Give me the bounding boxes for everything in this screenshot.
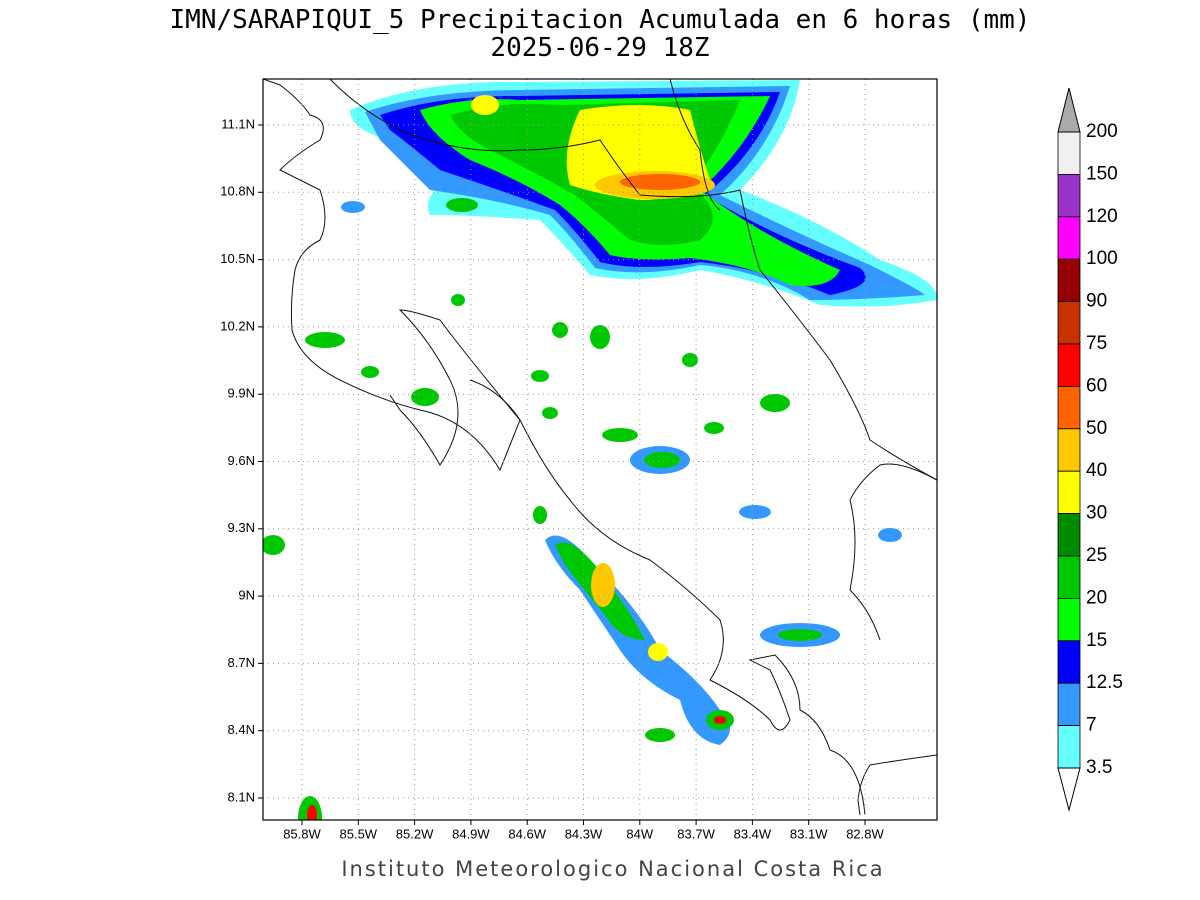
lat-label: 11.1N [221, 116, 255, 131]
lon-label: 84W [626, 826, 653, 841]
lon-label: 83.4W [734, 826, 772, 841]
lon-label: 83.7W [677, 826, 715, 841]
colorbar-label: 60 [1086, 375, 1107, 396]
colorbar-label: 7 [1086, 715, 1097, 736]
lat-label: 10.2N [220, 318, 255, 333]
lat-label: 9.3N [228, 520, 255, 535]
subtitle: 2025-06-29 18Z [490, 33, 709, 63]
colorbar-label: 15 [1086, 630, 1107, 651]
colorbar-label: 50 [1086, 418, 1107, 439]
footer: Instituto Meteorologico Nacional Costa R… [341, 857, 884, 881]
graticule: 11.1N 10.8N 10.5N 10.2N 9.9N 9.6N 9.3N 9N 8.7N 8.… [220, 79, 937, 841]
color-swatch [1057, 725, 1081, 769]
colorbar-label: 25 [1086, 545, 1107, 566]
colorbar-label: 30 [1086, 503, 1107, 524]
colorbar-label: 75 [1086, 333, 1107, 354]
color-swatch [1057, 428, 1081, 472]
coastlines [263, 79, 937, 816]
color-swatch [1057, 555, 1081, 599]
color-swatch [1057, 343, 1081, 387]
lat-label: 9.9N [228, 386, 255, 401]
lat-label: 10.5N [220, 251, 255, 266]
color-swatch [1057, 682, 1081, 727]
lon-label: 85.8W [283, 826, 321, 841]
title: IMN/SARAPIQUI_5 Precipitacion Acumulada … [170, 5, 1031, 35]
color-swatch [1057, 258, 1081, 303]
colorbar-label: 40 [1086, 460, 1107, 481]
color-swatch [1057, 470, 1081, 515]
color-swatch [1057, 301, 1081, 345]
lat-label: 8.4N [228, 722, 255, 737]
color-swatch [1057, 131, 1081, 175]
precipitation-field [263, 79, 937, 820]
lon-label: 84.3W [565, 826, 603, 841]
lon-label: 83.1W [790, 826, 828, 841]
lon-label: 85.5W [340, 826, 378, 841]
color-swatch [1057, 385, 1081, 430]
lon-label: 82.8W [846, 826, 884, 841]
lat-label: 10.8N [220, 184, 255, 199]
colorbar-label: 90 [1086, 291, 1107, 312]
lat-label: 8.7N [228, 655, 255, 670]
lat-label: 9.6N [228, 453, 255, 468]
lon-label: 85.2W [396, 826, 434, 841]
colorbar: 200 150 120 100 90 75 60 50 40 30 25 20 15 12.5 7 3.5 [1057, 87, 1123, 812]
color-swatch [1057, 598, 1081, 642]
lat-label: 9N [238, 588, 255, 603]
colorbar-label: 20 [1086, 587, 1107, 608]
under-triangle [1057, 767, 1081, 812]
colorbar-label: 120 [1086, 206, 1118, 227]
map-frame [262, 78, 938, 821]
lon-label: 84.6W [508, 826, 546, 841]
colorbar-label: 200 [1086, 121, 1118, 142]
colorbar-label: 12.5 [1086, 672, 1123, 693]
color-swatch [1057, 640, 1081, 684]
lon-label: 84.9W [452, 826, 490, 841]
lat-label: 8.1N [228, 789, 255, 804]
colorbar-label: 3.5 [1086, 757, 1112, 778]
color-swatch [1057, 216, 1081, 260]
colorbar-label: 150 [1086, 163, 1118, 184]
rain-cells [263, 80, 937, 820]
over-triangle [1057, 87, 1081, 133]
colorbar-label: 100 [1086, 248, 1118, 269]
color-swatch [1057, 173, 1081, 218]
color-swatch [1057, 513, 1081, 557]
